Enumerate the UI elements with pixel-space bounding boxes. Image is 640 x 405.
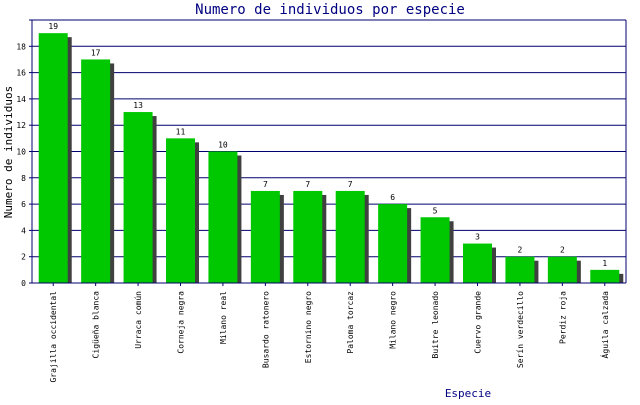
bar-value-label: 13: [133, 101, 143, 110]
bar-value-label: 7: [263, 180, 268, 189]
x-tick-label: Cuervo grande: [474, 291, 483, 354]
bar-value-label: 5: [433, 206, 438, 215]
bar: [208, 151, 238, 283]
x-tick-label: Milano real: [219, 291, 228, 344]
bar: [250, 190, 280, 283]
bar: [590, 269, 620, 283]
bar: [378, 204, 408, 283]
bar-value-label: 6: [390, 193, 395, 202]
x-tick-label: Busardo ratonero: [261, 291, 270, 368]
bar-value-label: 11: [176, 127, 186, 136]
y-tick-label: 2: [21, 253, 26, 262]
bar: [81, 59, 111, 284]
bar: [335, 190, 365, 283]
bar: [123, 112, 153, 283]
bar: [463, 243, 492, 283]
axes: [31, 20, 627, 284]
bar: [420, 217, 450, 283]
bar: [505, 256, 535, 283]
bar-value-label: 7: [348, 180, 353, 189]
x-tick-label: Cigüeña blanca: [92, 291, 101, 359]
bar-value-label: 19: [48, 22, 58, 31]
y-axis-label: Numero de individuos: [2, 86, 15, 218]
x-tick-label: Águila calzada: [599, 291, 610, 359]
chart-title: Numero de individuos por especie: [195, 2, 465, 18]
y-tick-label: 0: [21, 279, 26, 288]
x-tick-label: Grajilla occidental: [49, 291, 58, 383]
y-tick-label: 18: [16, 42, 26, 51]
bar-value-label: 1: [602, 259, 607, 268]
y-tick-label: 14: [16, 95, 26, 104]
bar-value-label: 2: [518, 246, 523, 255]
x-tick-label: Urraca común: [134, 291, 143, 349]
bar-value-label: 17: [91, 48, 101, 57]
gridlines: [32, 19, 626, 284]
x-tick-label: Corneja negra: [177, 291, 186, 354]
x-tick-label: Paloma torcaz: [346, 291, 355, 354]
x-axis-label: Especie: [445, 387, 491, 400]
x-tick-label: Buitre leonado: [431, 291, 440, 359]
y-tick-label: 16: [16, 69, 26, 78]
y-tick-label: 8: [21, 174, 26, 183]
bar-value-label: 3: [475, 233, 480, 242]
y-tick-labels: 0 2 4 6 8 10 12 14 16 18: [16, 19, 32, 288]
x-tick-label: Serín verdecillo: [516, 291, 525, 368]
bar-value-label: 2: [560, 246, 565, 255]
bar: [166, 138, 195, 283]
bar-value-label: 10: [218, 141, 228, 150]
x-tick-label: Milano negro: [389, 291, 398, 349]
x-tick-label: Estornino negro: [304, 291, 313, 363]
x-tick-labels: Grajilla occidental Cigüeña blanca Urraca …: [49, 283, 610, 383]
bars: 19 17 13 11 10 7 7 7 6 5 3 2 2 1: [38, 22, 624, 284]
bar: [293, 190, 323, 283]
y-tick-label: 6: [21, 200, 26, 209]
x-tick-label: Perdiz roja: [558, 291, 567, 344]
y-tick-label: 4: [21, 226, 26, 235]
bar: [38, 33, 68, 284]
bar-value-label: 7: [305, 180, 310, 189]
bar: [547, 256, 577, 283]
y-tick-label: 10: [16, 148, 26, 157]
y-tick-label: 12: [16, 121, 26, 130]
